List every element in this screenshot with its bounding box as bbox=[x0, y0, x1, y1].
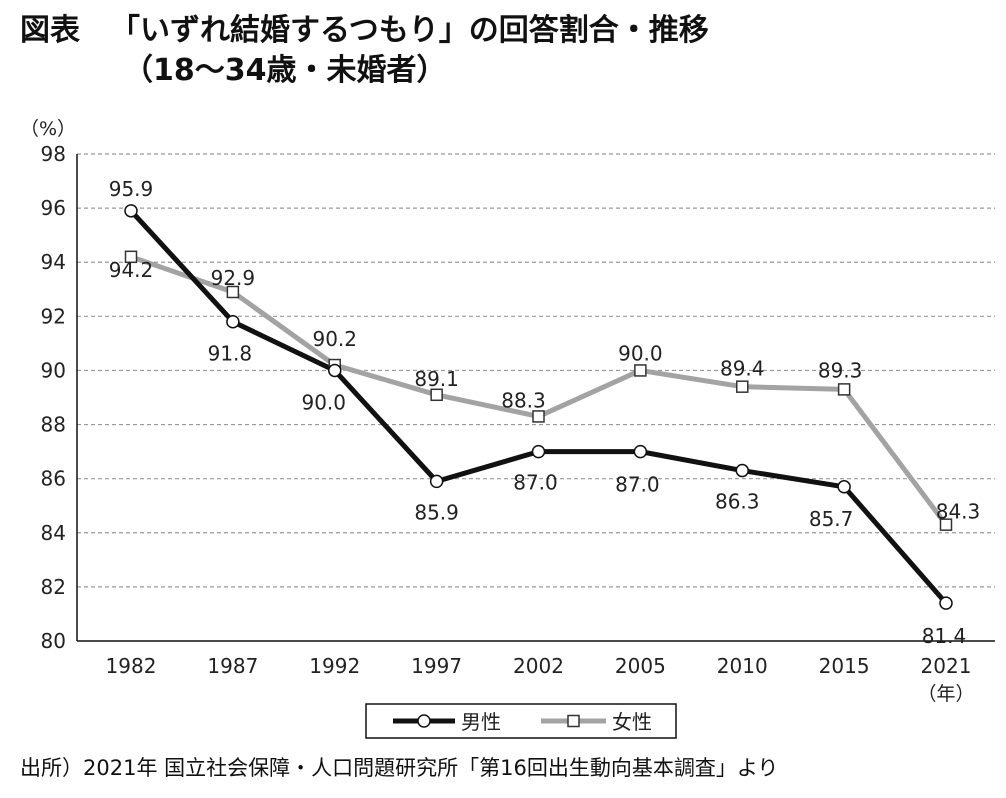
y-tick-label: 90 bbox=[41, 358, 66, 382]
source-note: 出所）2021年 国立社会保障・人口問題研究所「第16回出生動向基本調査」より bbox=[20, 756, 779, 780]
y-tick-label: 80 bbox=[41, 629, 66, 653]
data-label-female: 84.3 bbox=[936, 500, 981, 524]
legend-label-male: 男性 bbox=[461, 710, 501, 734]
data-label-male: 86.3 bbox=[715, 490, 760, 514]
data-point-female bbox=[226, 285, 240, 299]
data-label-male: 95.9 bbox=[109, 177, 154, 201]
x-tick-label: 2021 bbox=[921, 654, 972, 678]
data-point-female bbox=[532, 410, 545, 423]
data-label-male: 90.0 bbox=[301, 390, 346, 414]
data-label-female: 92.9 bbox=[211, 266, 256, 290]
x-tick-label: 2005 bbox=[615, 654, 666, 678]
data-label-male: 85.7 bbox=[809, 507, 854, 531]
data-point-female bbox=[939, 518, 953, 531]
x-tick-label: 1982 bbox=[106, 654, 157, 678]
y-axis-unit: （%） bbox=[20, 118, 76, 140]
data-label-male: 87.0 bbox=[615, 473, 660, 497]
data-label-male: 91.8 bbox=[208, 342, 253, 366]
data-point-male bbox=[939, 596, 953, 610]
data-label-male: 87.0 bbox=[513, 471, 558, 495]
data-point-male bbox=[531, 444, 546, 459]
legend-marker-female bbox=[567, 714, 580, 728]
title-main: 「いずれ結婚するつもり」の回答割合・推移 bbox=[110, 13, 709, 48]
data-label-female: 94.2 bbox=[109, 258, 154, 282]
data-point-male bbox=[837, 480, 851, 494]
y-tick-label: 82 bbox=[41, 575, 66, 599]
data-point-male bbox=[328, 363, 342, 378]
data-point-male bbox=[735, 463, 749, 478]
y-tick-label: 98 bbox=[41, 142, 66, 166]
legend-marker-male bbox=[417, 714, 431, 728]
x-tick-label: 1997 bbox=[411, 654, 462, 678]
data-point-female bbox=[430, 388, 443, 402]
chart-subtitle: （18～34歳・未婚者） bbox=[123, 53, 447, 88]
data-point-female bbox=[124, 250, 138, 264]
data-point-male bbox=[633, 444, 648, 459]
x-tick-label: 1992 bbox=[309, 654, 360, 678]
y-tick-label: 92 bbox=[41, 304, 66, 328]
title-label: 図表 bbox=[20, 13, 80, 48]
data-label-female: 90.0 bbox=[618, 341, 663, 365]
data-point-male bbox=[124, 204, 138, 218]
x-tick-label: 2002 bbox=[513, 654, 564, 678]
data-label-female: 90.2 bbox=[312, 327, 357, 351]
data-label-male: 81.4 bbox=[922, 624, 967, 648]
data-point-female bbox=[634, 364, 647, 377]
data-point-female bbox=[837, 383, 851, 396]
x-tick-label: 2010 bbox=[717, 654, 768, 678]
x-tick-label: 1987 bbox=[207, 654, 258, 678]
y-tick-label: 94 bbox=[41, 250, 66, 274]
y-tick-label: 88 bbox=[41, 413, 66, 437]
data-label-female: 88.3 bbox=[501, 388, 546, 412]
data-point-male bbox=[429, 474, 444, 489]
y-tick-label: 96 bbox=[41, 196, 66, 220]
x-axis-unit: （年） bbox=[917, 683, 974, 705]
data-point-male bbox=[226, 314, 240, 329]
chart-title: 図表 「いずれ結婚するつもり」の回答割合・推移 bbox=[20, 16, 709, 46]
data-point-female bbox=[736, 380, 749, 393]
data-label-male: 85.9 bbox=[414, 500, 459, 524]
data-label-female: 89.3 bbox=[818, 358, 863, 382]
y-tick-label: 84 bbox=[41, 521, 66, 545]
y-tick-label: 86 bbox=[41, 467, 66, 491]
data-label-female: 89.4 bbox=[720, 357, 765, 381]
legend-label-female: 女性 bbox=[612, 710, 652, 734]
line-chart: 80 82 84 86 88 90 92 94 96 98（%） 1982 1987 1992 1997 2… bbox=[20, 118, 995, 739]
data-label-female: 89.1 bbox=[414, 367, 459, 391]
x-tick-label: 2015 bbox=[819, 654, 870, 678]
